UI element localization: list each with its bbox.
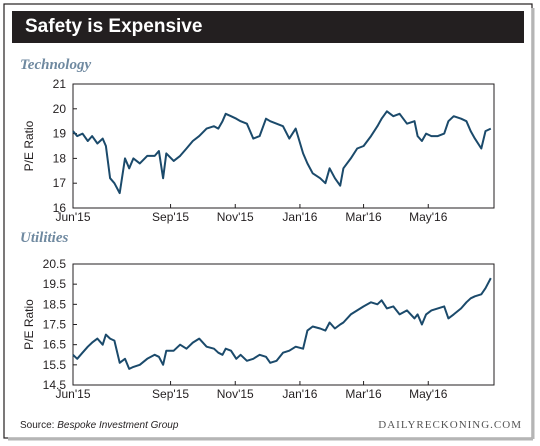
y-axis-label: P/E Ratio [22, 120, 36, 171]
y-tick-label: 21 [53, 77, 67, 91]
chart-title-technology: Technology [20, 57, 92, 73]
x-tick-label: Sep'15 [152, 210, 189, 224]
figure-title: Safety is Expensive [25, 16, 203, 37]
x-tick-label: Jan'16 [282, 210, 317, 224]
x-tick-label: Jan'16 [282, 387, 317, 401]
x-tick-label: Mar'16 [345, 210, 382, 224]
y-tick-label: 15.5 [43, 358, 67, 372]
x-tick-label: Nov'15 [217, 210, 254, 224]
series-line-utilities [72, 277, 492, 370]
y-tick-label: 16 [53, 201, 67, 215]
y-tick-label: 20.5 [43, 257, 67, 271]
y-tick-label: 18 [53, 151, 67, 165]
y-tick-label: 19 [53, 127, 67, 141]
series-line-technology [72, 110, 492, 195]
y-tick-label: 18.5 [43, 297, 67, 311]
y-tick-label: 14.5 [43, 378, 67, 392]
y-tick-label: 19.5 [43, 277, 67, 291]
brand-logo: DAILYRECKONING.COM [378, 419, 522, 431]
x-tick-label: Sep'15 [152, 387, 189, 401]
chart-title-utilities: Utilities [20, 230, 69, 246]
x-tick-label: May'16 [409, 387, 448, 401]
x-tick-label: May'16 [409, 210, 448, 224]
y-tick-label: 17.5 [43, 318, 67, 332]
y-tick-label: 17 [53, 176, 67, 190]
y-axis-label: P/E Ratio [22, 299, 36, 350]
x-tick-label: Mar'16 [345, 387, 382, 401]
source-label: Source: [20, 420, 58, 431]
x-tick-label: Nov'15 [217, 387, 254, 401]
x-tick-label: Jun'15 [56, 210, 91, 224]
y-tick-label: 20 [53, 102, 67, 116]
y-tick-label: 16.5 [43, 338, 67, 352]
source-note: Source: Bespoke Investment Group [20, 420, 178, 431]
figure-title-bar: Safety is Expensive [12, 11, 524, 43]
plot-area-technology [72, 83, 495, 209]
x-tick-label: Jun'15 [56, 387, 91, 401]
source-name: Bespoke Investment Group [57, 420, 179, 431]
